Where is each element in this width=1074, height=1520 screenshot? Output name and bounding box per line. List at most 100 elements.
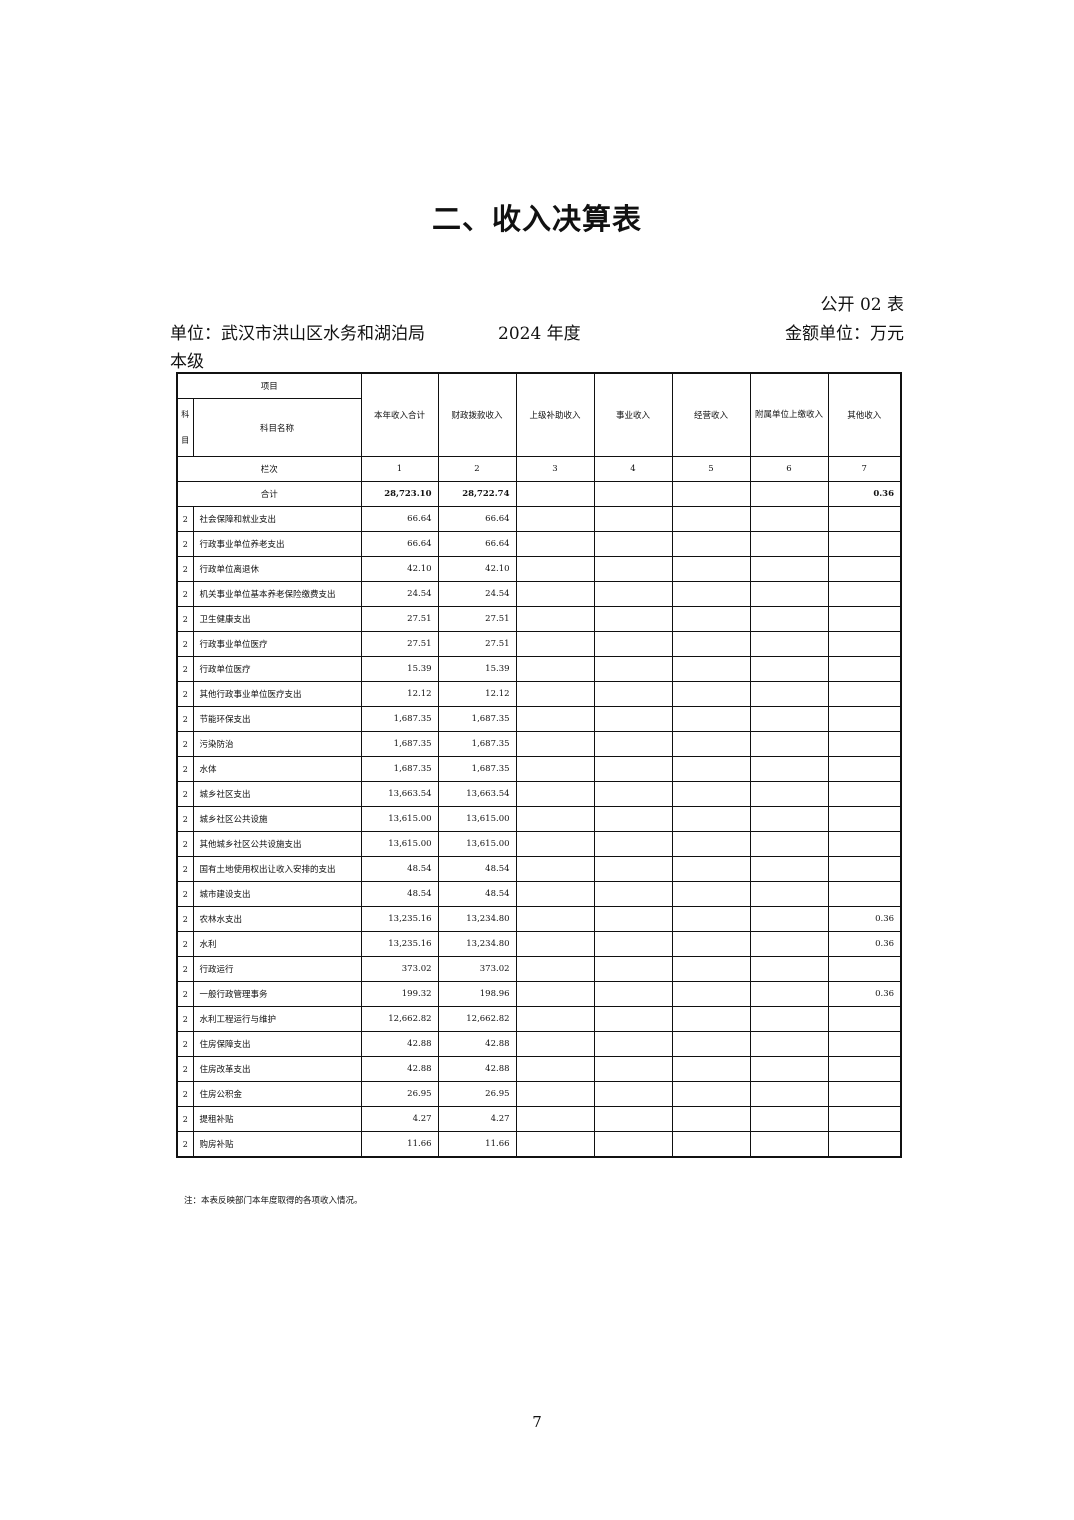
column-header: 事业收入 <box>593 372 673 457</box>
amount-cell <box>515 981 595 1007</box>
amount-cell: 11.66 <box>360 1131 439 1158</box>
total-label: 合计 <box>176 481 362 507</box>
amount-cell <box>827 756 902 782</box>
total-cell <box>749 481 829 507</box>
amount-cell <box>671 1106 751 1132</box>
amount-cell <box>749 931 829 957</box>
total-row: 合计 28,723.10 28,722.74 0.36 <box>176 481 902 507</box>
amount-cell <box>515 631 595 657</box>
amount-cell: 1,687.35 <box>360 706 439 732</box>
amount-cell <box>515 856 595 882</box>
subject-code: 2 <box>176 956 194 982</box>
amount-cell <box>749 1131 829 1158</box>
subject-code: 2 <box>176 706 194 732</box>
amount-cell <box>593 656 673 682</box>
amount-cell: 24.54 <box>360 581 439 607</box>
amount-cell <box>593 556 673 582</box>
amount-cell: 13,235.16 <box>360 906 439 932</box>
amount-cell <box>827 881 902 907</box>
amount-cell <box>593 706 673 732</box>
subject-code: 2 <box>176 1006 194 1032</box>
column-header: 其他收入 <box>827 372 902 457</box>
amount-cell <box>593 531 673 557</box>
level-label: 本级 <box>170 352 204 372</box>
subject-name: 国有土地使用权出让收入安排的支出 <box>192 856 362 882</box>
amount-cell <box>515 681 595 707</box>
table-row: 2 行政事业单位养老支出 66.64 66.64 <box>176 531 902 557</box>
table-row: 2 其他行政事业单位医疗支出 12.12 12.12 <box>176 681 902 707</box>
amount-cell: 27.51 <box>360 631 439 657</box>
column-header: 经营收入 <box>671 372 751 457</box>
amount-cell <box>515 506 595 532</box>
amount-cell <box>593 856 673 882</box>
column-header: 本年收入合计 <box>360 372 439 457</box>
amount-cell <box>593 1056 673 1082</box>
subject-code: 2 <box>176 756 194 782</box>
amount-cell <box>593 756 673 782</box>
amount-cell: 13,234.80 <box>437 906 517 932</box>
amount-cell <box>593 981 673 1007</box>
amount-cell: 0.36 <box>827 931 902 957</box>
subject-code: 2 <box>176 1081 194 1107</box>
table-note: 注：本表反映部门本年度取得的各项收入情况。 <box>184 1196 363 1206</box>
amount-cell <box>515 806 595 832</box>
subject-name: 行政运行 <box>192 956 362 982</box>
amount-cell <box>827 831 902 857</box>
amount-cell <box>827 656 902 682</box>
total-cell: 28,723.10 <box>360 481 439 507</box>
subject-code: 2 <box>176 506 194 532</box>
amount-cell <box>515 531 595 557</box>
amount-cell <box>671 881 751 907</box>
subject-code: 2 <box>176 581 194 607</box>
amount-cell <box>827 1131 902 1158</box>
amount-cell <box>593 1131 673 1158</box>
amount-cell: 13,234.80 <box>437 931 517 957</box>
table-row: 2 行政运行 373.02 373.02 <box>176 956 902 982</box>
table-row: 2 农林水支出 13,235.16 13,234.80 0.36 <box>176 906 902 932</box>
subject-name: 农林水支出 <box>192 906 362 932</box>
amount-cell <box>593 881 673 907</box>
amount-cell <box>671 1081 751 1107</box>
amount-cell: 15.39 <box>360 656 439 682</box>
amount-cell <box>827 1081 902 1107</box>
amount-cell <box>671 781 751 807</box>
row-index-cell: 4 <box>593 456 673 482</box>
amount-cell <box>671 1131 751 1158</box>
amount-cell <box>827 806 902 832</box>
amount-cell <box>749 706 829 732</box>
row-index-cell: 2 <box>437 456 517 482</box>
page-title: 二、收入决算表 <box>431 202 642 236</box>
amount-cell: 1,687.35 <box>360 756 439 782</box>
amount-cell <box>515 881 595 907</box>
amount-cell: 42.88 <box>437 1031 517 1057</box>
amount-cell: 13,615.00 <box>437 831 517 857</box>
row-index-label: 栏次 <box>176 456 362 482</box>
subject-name: 住房公积金 <box>192 1081 362 1107</box>
amount-cell: 66.64 <box>360 531 439 557</box>
amount-cell <box>593 781 673 807</box>
subject-code: 2 <box>176 556 194 582</box>
subject-name: 行政事业单位医疗 <box>192 631 362 657</box>
table-row: 2 社会保障和就业支出 66.64 66.64 <box>176 506 902 532</box>
amount-cell: 48.54 <box>360 856 439 882</box>
amount-cell <box>749 506 829 532</box>
subject-name: 机关事业单位基本养老保险缴费支出 <box>192 581 362 607</box>
total-cell: 0.36 <box>827 481 902 507</box>
amount-cell <box>827 731 902 757</box>
amount-cell: 26.95 <box>437 1081 517 1107</box>
year-label: 2024 年度 <box>498 324 581 344</box>
amount-cell <box>827 1056 902 1082</box>
amount-cell <box>671 631 751 657</box>
subject-name: 城乡社区支出 <box>192 781 362 807</box>
row-index-cell: 1 <box>360 456 439 482</box>
table-row: 2 其他城乡社区公共设施支出 13,615.00 13,615.00 <box>176 831 902 857</box>
amount-cell: 15.39 <box>437 656 517 682</box>
row-index-cell: 5 <box>671 456 751 482</box>
amount-cell <box>593 581 673 607</box>
amount-cell <box>515 1006 595 1032</box>
total-cell <box>515 481 595 507</box>
subject-name: 节能环保支出 <box>192 706 362 732</box>
subject-name: 其他城乡社区公共设施支出 <box>192 831 362 857</box>
table-row: 2 机关事业单位基本养老保险缴费支出 24.54 24.54 <box>176 581 902 607</box>
amount-cell: 4.27 <box>360 1106 439 1132</box>
